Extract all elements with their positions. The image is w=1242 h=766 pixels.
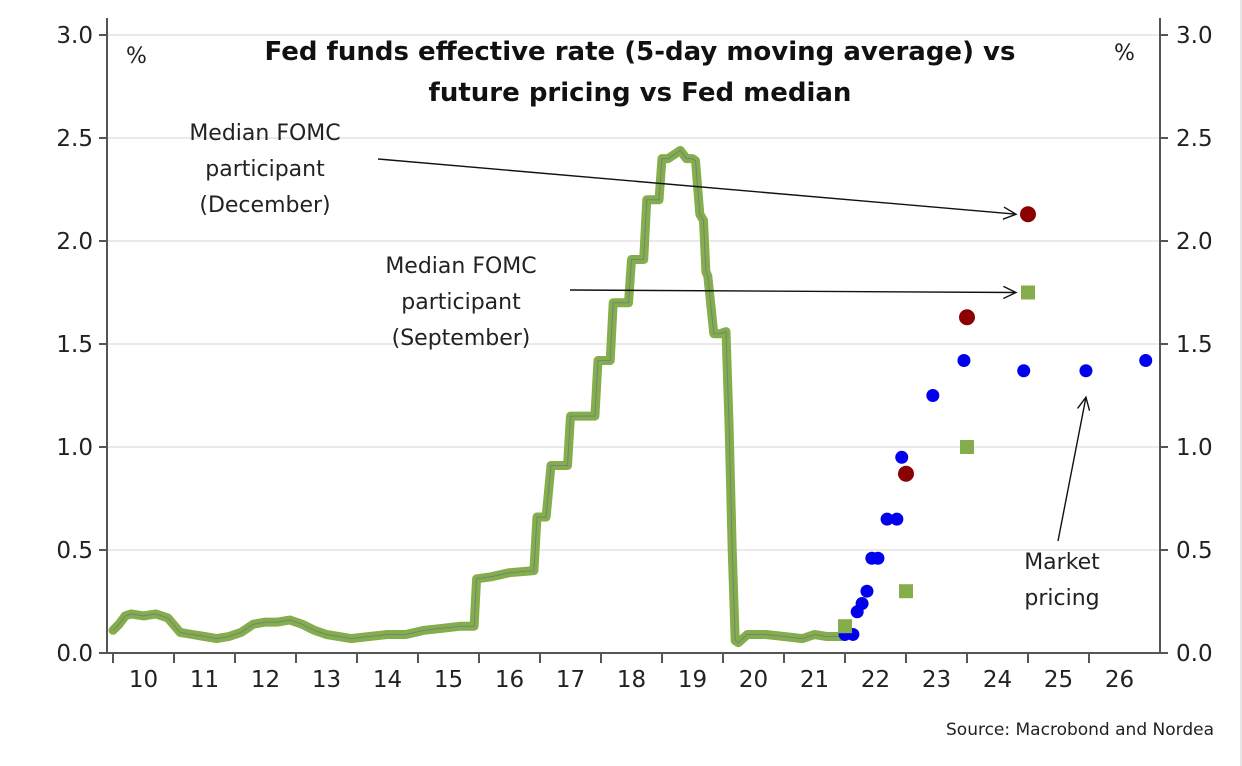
median-fomc-participant-september-point [899,584,913,599]
y-tick-label-right: 3.0 [1176,23,1213,49]
y-tick-label-left: 1.5 [56,332,93,358]
median-fomc-participant-september-point [1021,285,1035,300]
x-tick-label: 15 [434,667,463,693]
x-tick-label: 22 [861,667,890,693]
x-tick-label: 12 [251,667,280,693]
y-tick-label-right: 0.0 [1176,641,1213,667]
annotation-label: participant [401,290,521,315]
x-tick-label: 24 [983,667,1012,693]
annotation-arrowhead [1003,285,1018,300]
x-tick-label: 19 [678,667,707,693]
annotation-arrow-line [377,158,1017,215]
annotation-label: Median FOMC [385,254,536,279]
y-tick-label-left: 2.5 [56,126,93,152]
annotation-arrow-line [1057,397,1087,542]
chart-title-line-1: Fed funds effective rate (5-day moving a… [265,37,1016,67]
annotation-label: (December) [199,193,330,218]
x-tick-label: 11 [190,667,219,693]
annotation-arrow-line [569,289,1017,294]
right-border [1240,0,1242,766]
market-pricing-point [860,584,874,598]
gridlines [107,34,1160,551]
annotations: Median FOMC participant (December) Median F… [189,121,1100,611]
x-tick-label: 16 [495,667,524,693]
annotation-label: Median FOMC [189,121,340,146]
y-tick-label-right: 2.0 [1176,229,1213,255]
annotation-label: Market [1024,550,1100,575]
y-tick-label-right: 0.5 [1176,538,1213,564]
market-pricing-point [957,353,971,367]
annotation-label: pricing [1024,586,1099,611]
plot-area [108,145,1153,648]
y-tick-label-right: 1.5 [1176,332,1213,358]
market-pricing-point [880,512,894,526]
x-tick-label: 17 [556,667,585,693]
axes: 0.0 0.0 0.5 0.5 1.0 1.0 1.5 1.5 2.0 2.0 2.5 2.5 3.0 3… [56,18,1213,693]
market-pricing-point [1079,364,1093,378]
median-fomc-participant-december-point [1020,206,1036,223]
y-tick-label-left: 1.0 [56,435,93,461]
annotation-label: participant [205,157,325,182]
market-pricing-point [871,551,885,565]
fed-funds-rate-line-inner [112,149,845,644]
annotation-label: (September) [392,326,531,351]
market-pricing-point [895,450,909,464]
x-tick-label: 26 [1105,667,1134,693]
x-tick-label: 25 [1044,667,1073,693]
median-fomc-participant-december-point [959,309,975,326]
market-pricing-point [890,512,904,526]
x-tick-label: 14 [373,667,402,693]
x-tick-label: 13 [312,667,341,693]
source-note: Source: Macrobond and Nordea [946,720,1214,740]
y-tick-label-left: 0.5 [56,538,93,564]
fed-funds-rate-line [108,145,850,648]
y-tick-label-left: 0.0 [56,641,93,667]
market-pricing-point [1017,364,1031,378]
median-fomc-participant-september-point [838,619,852,634]
market-pricing-point [855,597,869,611]
x-tick-label: 18 [617,667,646,693]
y-tick-label-right: 2.5 [1176,126,1213,152]
median-fomc-participant-september-point [960,440,974,454]
chart-title-line-2: future pricing vs Fed median [429,78,852,108]
x-tick-label: 23 [922,667,951,693]
market-pricing-point [926,389,940,402]
market-pricing-point [1139,353,1153,367]
y-tick-label-left: 3.0 [56,23,93,49]
x-tick-label: 20 [739,667,768,693]
x-tick-label: 10 [129,667,158,693]
annotation-arrowhead [1077,395,1091,411]
y-axis-right-unit: % [1114,41,1135,66]
median-fomc-participant-december-point [898,465,914,482]
annotation-arrowhead [1002,206,1018,220]
y-tick-label-right: 1.0 [1176,435,1213,461]
y-axis-left-unit: % [126,44,147,69]
x-tick-label: 21 [800,667,829,693]
y-tick-label-left: 2.0 [56,229,93,255]
